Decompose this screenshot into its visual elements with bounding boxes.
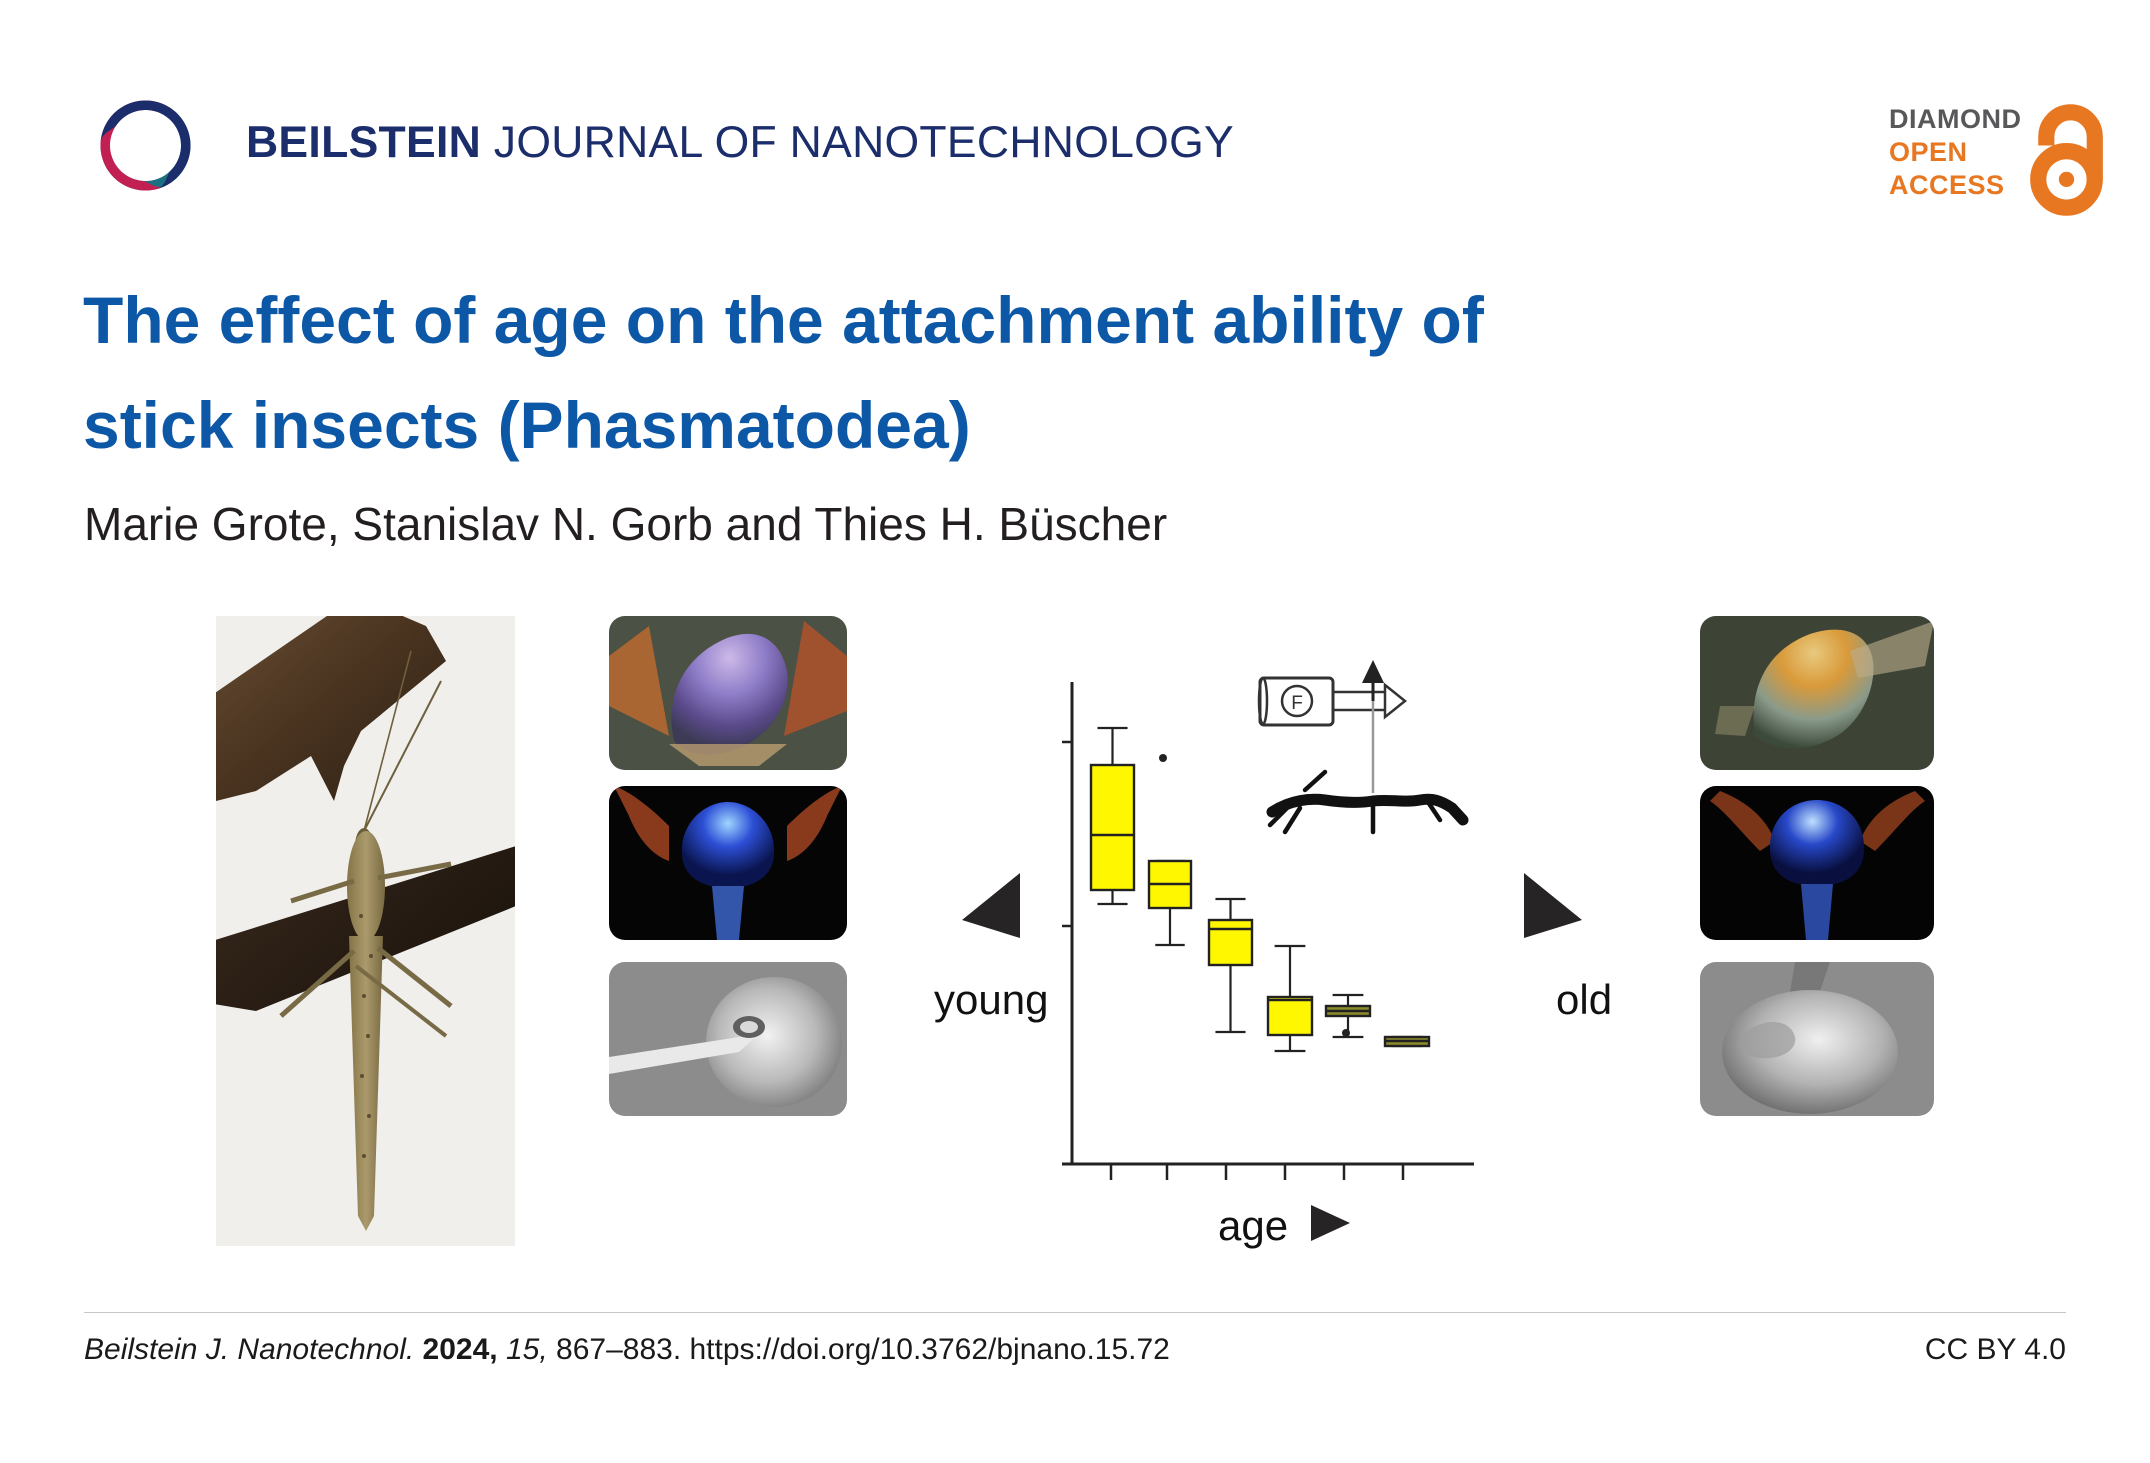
svg-text:F: F	[1291, 693, 1303, 714]
svg-text:age: age	[1218, 1202, 1288, 1249]
svg-text:old: old	[1556, 976, 1612, 1023]
svg-text:young: young	[934, 976, 1048, 1023]
